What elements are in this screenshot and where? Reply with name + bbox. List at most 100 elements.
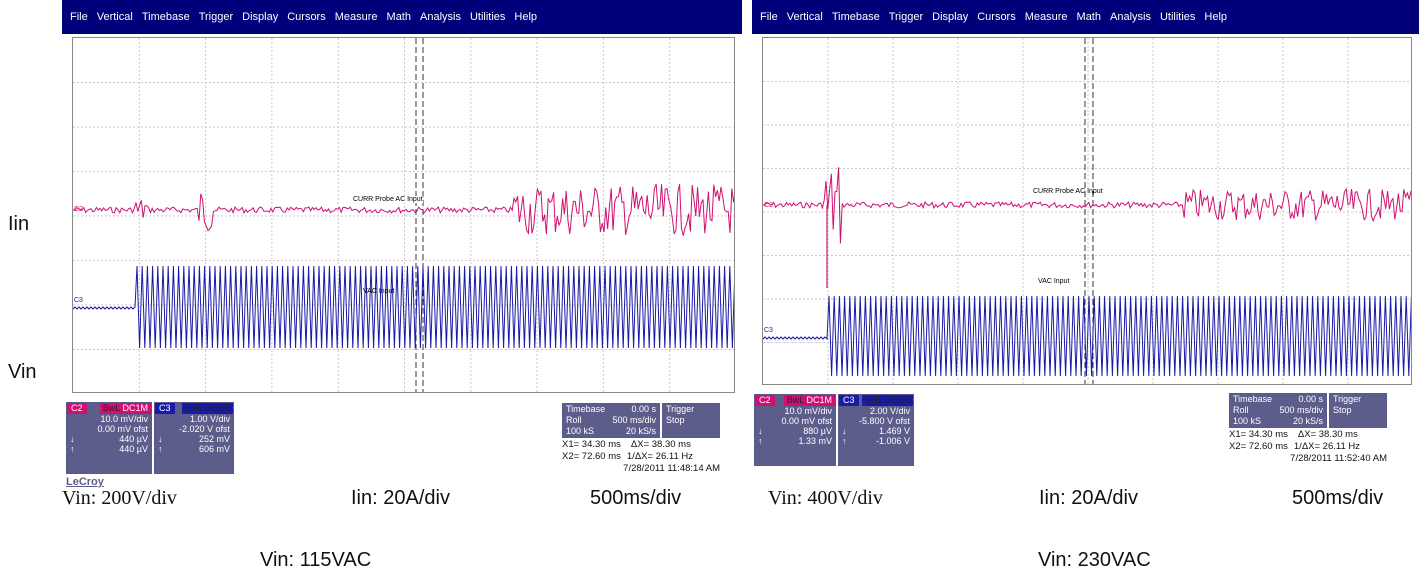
- c3-trace: [763, 295, 1411, 377]
- scope-datetime: 7/28/2011 11:48:14 AM: [623, 463, 720, 474]
- timebase-tdiv: 500 ms/div: [1279, 405, 1323, 415]
- left-iin-scale: Iin: 20A/div: [351, 487, 450, 509]
- cursor-x2: X2= 72.60 ms: [1229, 441, 1288, 452]
- scope-right-annot-curr: CURR Probe AC Input: [1033, 188, 1103, 195]
- menu-display[interactable]: Display: [932, 11, 969, 23]
- c3-coupling: BwL DC1M: [181, 403, 233, 414]
- menu-help[interactable]: Help: [514, 11, 538, 23]
- down-arrow-icon: ↓: [842, 426, 847, 436]
- menu-help[interactable]: Help: [1204, 11, 1228, 23]
- menu-timebase[interactable]: Timebase: [831, 11, 880, 23]
- scope-right-waveform-grid[interactable]: C2 C3 CURR Probe AC Input VAC Input: [762, 37, 1412, 385]
- menu-trigger[interactable]: Trigger: [888, 11, 924, 23]
- timebase-rate: 20 kS/s: [1292, 416, 1323, 426]
- scope-right-timebase-box[interactable]: Timebase 0.00 s Roll 500 ms/div 100 kS 20 k…: [1229, 393, 1387, 465]
- menu-display[interactable]: Display: [242, 11, 279, 23]
- right-caption: Vin: 230VAC: [1038, 549, 1151, 571]
- timebase-tdiv: 500 ms/div: [612, 415, 656, 425]
- scope-right-annot-vac: VAC Input: [1038, 278, 1070, 285]
- menu-cursors[interactable]: Cursors: [287, 11, 326, 23]
- right-time-scale: 500ms/div: [1292, 487, 1384, 509]
- cursor-x2: X2= 72.60 ms: [562, 451, 621, 462]
- timebase-panel[interactable]: Timebase 0.00 s Roll 500 ms/div 100 kS 20 k…: [1229, 393, 1327, 428]
- c3-coupling-mode: DC1M: [884, 395, 910, 405]
- menu-timebase[interactable]: Timebase: [141, 11, 190, 23]
- trigger-panel[interactable]: Trigger Stop: [662, 403, 720, 438]
- scope-datetime: 7/28/2011 11:52:40 AM: [1290, 453, 1387, 464]
- trigger-label: Trigger: [1333, 394, 1362, 404]
- timebase-panel[interactable]: Timebase 0.00 s Roll 500 ms/div 100 kS 20 k…: [562, 403, 660, 438]
- c3-offset: -5.800 V ofst: [858, 416, 910, 426]
- timebase-samples: 100 kS: [1233, 416, 1262, 426]
- scope-right-c2-marker: C2: [764, 202, 773, 209]
- timebase-rate: 20 kS/s: [625, 426, 656, 436]
- cursor-inv-dx: 1/ΔX= 26.11 Hz: [626, 451, 694, 462]
- c3-bw: BwL: [184, 403, 202, 413]
- menu-measure[interactable]: Measure: [334, 11, 378, 23]
- c3-coupling-mode: DC1M: [204, 403, 230, 413]
- c2-tag: C2: [755, 395, 775, 406]
- down-arrow-icon: ↓: [158, 434, 163, 444]
- trigger-panel[interactable]: Trigger Stop: [1329, 393, 1387, 428]
- menu-file[interactable]: File: [760, 11, 778, 23]
- timebase-label: Timebase: [566, 404, 606, 414]
- down-arrow-icon: ↓: [758, 426, 763, 436]
- menu-measure[interactable]: Measure: [1024, 11, 1068, 23]
- c3-trace: [73, 265, 734, 349]
- scope-left-c2-box[interactable]: C2 BwL DC1M 10.0 mV/div 0.00 mV ofst ↓ 44…: [66, 402, 152, 474]
- scope-right-waveform-svg: [763, 38, 1411, 384]
- c3-tag: C3: [155, 403, 175, 414]
- scope-left-c2-marker: C2: [74, 206, 83, 213]
- menu-analysis[interactable]: Analysis: [1110, 11, 1151, 23]
- right-iin-scale: Iin: 20A/div: [1039, 487, 1138, 509]
- menu-math[interactable]: Math: [386, 11, 411, 23]
- c3-vdiv: 1.00 V/div: [189, 414, 230, 424]
- vin-side-label: Vin: [8, 361, 37, 383]
- c2-meas1: 440 µV: [119, 434, 148, 444]
- timebase-value: 0.00 s: [1298, 394, 1323, 404]
- trigger-state: Stop: [666, 415, 685, 425]
- c2-coupling-mode: DC1M: [122, 403, 148, 413]
- c3-tag: C3: [839, 395, 859, 406]
- timebase-mode: Roll: [1233, 405, 1249, 415]
- up-arrow-icon: ↑: [842, 436, 847, 446]
- c2-bw: BwL: [102, 403, 120, 413]
- menu-math[interactable]: Math: [1076, 11, 1101, 23]
- menu-vertical[interactable]: Vertical: [96, 11, 133, 23]
- scope-right-c3-box[interactable]: C3 BwL DC1M 2.00 V/div -5.800 V ofst ↓ 1.…: [838, 394, 914, 466]
- c2-offset: 0.00 mV ofst: [781, 416, 832, 426]
- scope-left-waveform-grid[interactable]: C2 C3 CURR Probe AC Input VAC Input: [72, 37, 735, 393]
- menu-file[interactable]: File: [70, 11, 88, 23]
- scope-left-timebase-box[interactable]: Timebase 0.00 s Roll 500 ms/div 100 kS 20 k…: [562, 403, 720, 475]
- c2-vdiv: 10.0 mV/div: [100, 414, 148, 424]
- menu-trigger[interactable]: Trigger: [198, 11, 234, 23]
- c3-coupling: BwL DC1M: [861, 395, 913, 406]
- menu-analysis[interactable]: Analysis: [420, 11, 461, 23]
- up-arrow-icon: ↑: [70, 444, 75, 454]
- menu-vertical[interactable]: Vertical: [786, 11, 823, 23]
- scope-right-menubar: File Vertical Timebase Trigger Display C…: [752, 0, 1419, 34]
- c2-coupling-mode: DC1M: [806, 395, 832, 405]
- c3-meas2: 606 mV: [198, 444, 230, 454]
- scope-right-c2-box[interactable]: C2 BwL DC1M 10.0 mV/div 0.00 mV ofst ↓ 88…: [754, 394, 836, 466]
- up-arrow-icon: ↑: [758, 436, 763, 446]
- c3-meas1: 252 mV: [198, 434, 230, 444]
- cursor-x1: X1= 34.30 ms: [1229, 429, 1288, 440]
- left-time-scale: 500ms/div: [590, 487, 682, 509]
- left-caption: Vin: 115VAC: [260, 549, 372, 571]
- lecroy-logo: LeCroy: [66, 476, 104, 488]
- menu-utilities[interactable]: Utilities: [1159, 11, 1196, 23]
- menu-cursors[interactable]: Cursors: [977, 11, 1016, 23]
- scope-left-annot-curr: CURR Probe AC Input: [353, 196, 423, 203]
- menu-utilities[interactable]: Utilities: [469, 11, 506, 23]
- scope-left-waveform-svg: [73, 38, 734, 392]
- scope-left-annot-vac: VAC Input: [363, 288, 395, 295]
- c2-bw: BwL: [786, 395, 804, 405]
- c2-meas1: 880 µV: [803, 426, 832, 436]
- scope-left-c3-box[interactable]: C3 BwL DC1M 1.00 V/div -2.020 V ofst ↓ 25…: [154, 402, 234, 474]
- left-vin-scale: Vin: 200V/div: [62, 487, 177, 509]
- cursor-dx: ΔX= 38.30 ms: [630, 439, 691, 450]
- c2-offset: 0.00 mV ofst: [97, 424, 148, 434]
- cursor-x1: X1= 34.30 ms: [562, 439, 621, 450]
- c2-trace: [73, 183, 734, 236]
